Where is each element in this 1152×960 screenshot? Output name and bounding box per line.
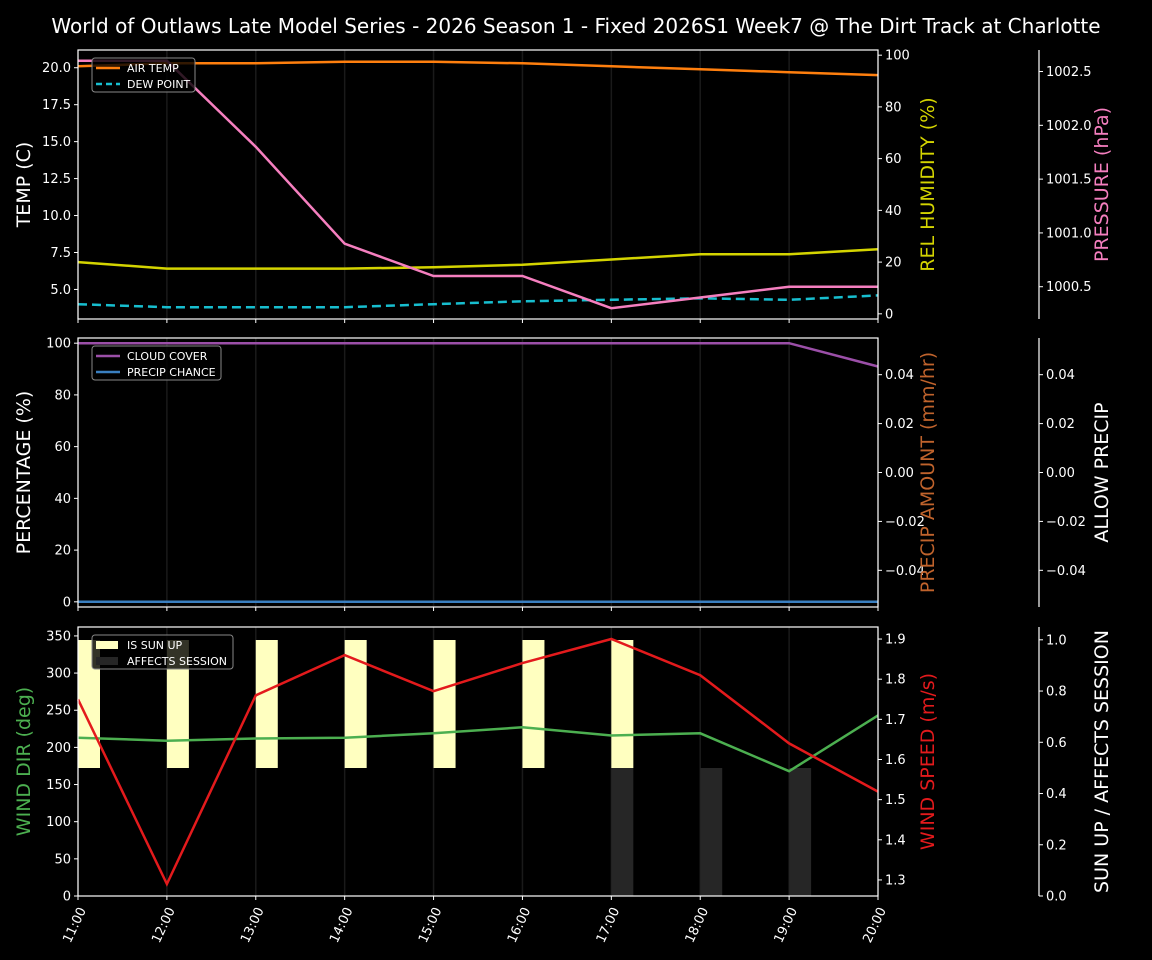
y-tick-label: 0 bbox=[63, 595, 71, 610]
y3-tick-label: 0.04 bbox=[1046, 368, 1075, 383]
y-tick-label: 12.5 bbox=[42, 172, 71, 187]
y3-tick-label: −0.04 bbox=[1046, 564, 1086, 579]
y2-tick-label: 1.6 bbox=[885, 753, 906, 768]
legend-label: AFFECTS SESSION bbox=[127, 655, 227, 668]
x-tick-label: 17:00 bbox=[594, 905, 623, 945]
y-tick-label: 300 bbox=[46, 667, 71, 682]
y2-tick-label: −0.04 bbox=[885, 564, 925, 579]
x-tick-label: 14:00 bbox=[327, 905, 356, 945]
y3-tick-label: 0.2 bbox=[1046, 838, 1067, 853]
x-tick-label: 15:00 bbox=[416, 905, 445, 945]
y2-tick-label: 0.00 bbox=[885, 466, 914, 481]
y-axis-label: TEMP (C) bbox=[13, 142, 35, 229]
x-tick-label: 13:00 bbox=[238, 905, 267, 945]
y3-tick-label: 0.0 bbox=[1046, 890, 1067, 905]
x-tick-label: 18:00 bbox=[683, 905, 712, 945]
y-tick-label: 100 bbox=[46, 815, 71, 830]
y-tick-label: 20 bbox=[54, 544, 71, 559]
y-tick-label: 17.5 bbox=[42, 98, 71, 113]
y-tick-label: 40 bbox=[54, 492, 71, 507]
y-tick-label: 5.0 bbox=[50, 283, 71, 298]
y2-tick-label: 1.5 bbox=[885, 793, 906, 808]
panel-temperature: 5.0 7.5 10.0 12.5 15.0 17.5 20.0 0 20 40 60 80 100 10… bbox=[13, 49, 1113, 323]
y3-tick-label: 0.6 bbox=[1046, 736, 1067, 751]
y3-axis-label: SUN UP / AFFECTS SESSION bbox=[1091, 630, 1113, 893]
legend: IS SUN UP AFFECTS SESSION bbox=[91, 634, 234, 670]
legend: AIR TEMP DEW POINT bbox=[91, 57, 196, 93]
y3-tick-label: 1001.5 bbox=[1046, 173, 1092, 188]
y3-tick-label: 1000.5 bbox=[1046, 280, 1092, 295]
y-tick-label: 350 bbox=[46, 629, 71, 644]
y-tick-label: 100 bbox=[46, 337, 71, 352]
legend: CLOUD COVER PRECIP CHANCE bbox=[91, 345, 222, 381]
x-tick-label: 12:00 bbox=[149, 905, 178, 945]
y2-tick-label: −0.02 bbox=[885, 515, 925, 530]
y2-axis-label: WIND SPEED (m/s) bbox=[917, 673, 939, 850]
y2-tick-label: 1.3 bbox=[885, 873, 906, 888]
y-tick-label: 200 bbox=[46, 741, 71, 756]
y3-tick-label: −0.02 bbox=[1046, 515, 1086, 530]
series-pressure bbox=[78, 59, 878, 310]
panel-wind: 0 50 100 150 200 250 300 350 1.3 1.4 1.5 1.6 1.7 1.8 1… bbox=[13, 626, 1113, 945]
x-tick-label: 16:00 bbox=[505, 905, 534, 945]
x-tick-label: 11:00 bbox=[60, 905, 89, 945]
series-rel-humidity bbox=[77, 247, 879, 270]
y3-tick-label: 1002.0 bbox=[1046, 119, 1092, 134]
y3-tick-label: 0.4 bbox=[1046, 787, 1067, 802]
y2-tick-label: 100 bbox=[885, 49, 910, 64]
y3-tick-label: 1001.0 bbox=[1046, 226, 1092, 241]
y2-tick-label: 1.8 bbox=[885, 673, 906, 688]
y-tick-label: 50 bbox=[54, 852, 71, 867]
y-tick-label: 15.0 bbox=[42, 135, 71, 150]
legend-label: DEW POINT bbox=[127, 78, 191, 91]
series-wind-speed bbox=[76, 637, 879, 887]
y-tick-label: 150 bbox=[46, 778, 71, 793]
y3-tick-label: 0.02 bbox=[1046, 417, 1075, 432]
y2-axis-label: PRECIP AMOUNT (mm/hr) bbox=[917, 352, 939, 593]
y-axis-label: WIND DIR (deg) bbox=[13, 687, 35, 836]
y2-tick-label: 40 bbox=[885, 204, 902, 219]
y3-axis-label: ALLOW PRECIP bbox=[1091, 402, 1113, 542]
y3-tick-label: 0.8 bbox=[1046, 685, 1067, 700]
x-tick-label: 19:00 bbox=[772, 905, 801, 945]
series-dew-point bbox=[77, 294, 879, 309]
y2-tick-label: 0.02 bbox=[885, 417, 914, 432]
series-air-temp bbox=[77, 60, 879, 77]
y-tick-label: 7.5 bbox=[50, 246, 71, 261]
y2-tick-label: 0.04 bbox=[885, 368, 914, 383]
y3-tick-label: 1002.5 bbox=[1046, 65, 1092, 80]
series-cloud-cover bbox=[78, 341, 879, 368]
y2-tick-label: 20 bbox=[885, 256, 902, 271]
x-tick-label: 20:00 bbox=[860, 905, 889, 945]
y2-tick-label: 80 bbox=[885, 100, 902, 115]
y-tick-label: 20.0 bbox=[42, 61, 71, 76]
y3-tick-label: 0.00 bbox=[1046, 466, 1075, 481]
legend-label: PRECIP CHANCE bbox=[127, 366, 216, 379]
y-tick-label: 80 bbox=[54, 388, 71, 403]
y3-axis-label: PRESSURE (hPa) bbox=[1091, 107, 1113, 262]
y-tick-label: 10.0 bbox=[42, 209, 71, 224]
y-tick-label: 0 bbox=[63, 890, 71, 905]
chart-title: World of Outlaws Late Model Series - 202… bbox=[51, 14, 1101, 38]
panel-precipitation: 0 20 40 60 80 100 −0.04 −0.02 0.00 0.02 0.04 −0.04 −… bbox=[13, 337, 1113, 611]
legend-label: AIR TEMP bbox=[127, 62, 179, 75]
y2-tick-label: 60 bbox=[885, 152, 902, 167]
y2-tick-label: 1.4 bbox=[885, 833, 906, 848]
y2-tick-label: 1.7 bbox=[885, 713, 906, 728]
y3-tick-label: 1.0 bbox=[1046, 633, 1067, 648]
bars-affects-session bbox=[611, 768, 812, 896]
series-wind-dir bbox=[77, 714, 879, 773]
y2-tick-label: 0 bbox=[885, 307, 893, 322]
y2-axis-label: REL HUMIDITY (%) bbox=[917, 97, 939, 271]
y-axis-label: PERCENTAGE (%) bbox=[13, 391, 35, 555]
y-tick-label: 250 bbox=[46, 704, 71, 719]
y-tick-label: 60 bbox=[54, 440, 71, 455]
y2-tick-label: 1.9 bbox=[885, 633, 906, 648]
legend-label: CLOUD COVER bbox=[127, 350, 208, 363]
legend-label: IS SUN UP bbox=[127, 639, 183, 652]
